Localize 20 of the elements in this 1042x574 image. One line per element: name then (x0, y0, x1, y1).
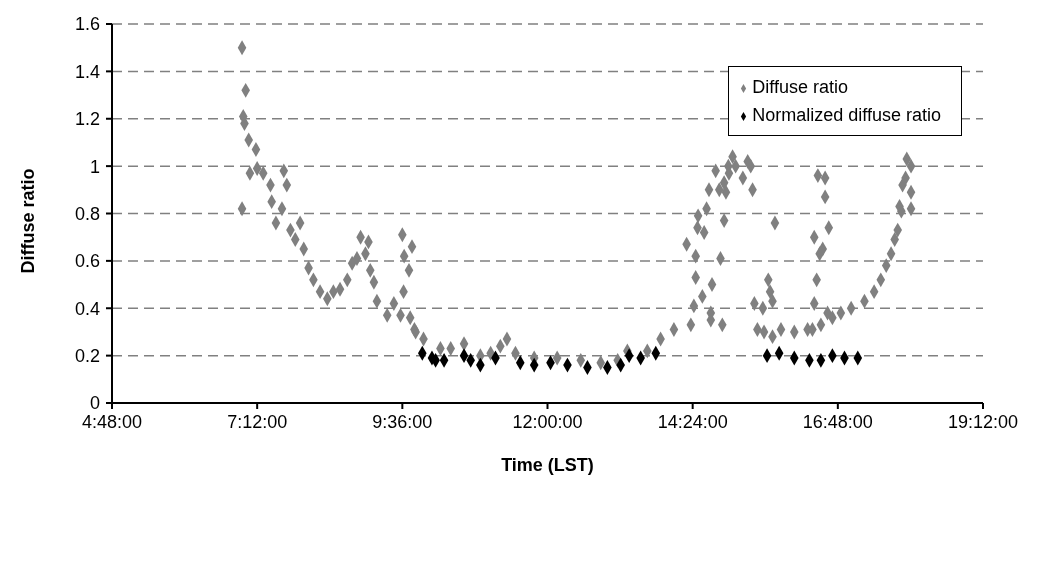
legend-label: Normalized diffuse ratio (752, 105, 941, 125)
y-axis-title: Diffuse ratio (18, 168, 39, 274)
y-tick-label: 1.6 (74, 14, 100, 35)
y-tick-label: 0 (89, 393, 100, 414)
x-tick-label: 12:00:00 (512, 411, 583, 432)
legend-label: Diffuse ratio (752, 77, 848, 97)
y-tick-label: 0.4 (74, 298, 100, 319)
y-tick-label: 1.2 (74, 109, 100, 130)
y-tick-label: 0.6 (74, 251, 100, 272)
x-tick-label: 14:24:00 (657, 411, 728, 432)
y-tick-label: 1.4 (74, 61, 100, 82)
x-axis-title: Time (LST) (501, 455, 594, 475)
y-tick-label: 0.8 (74, 203, 100, 224)
x-tick-label: 19:12:00 (947, 411, 1019, 432)
x-tick-label: 16:48:00 (802, 411, 873, 432)
x-tick-label: 7:12:00 (227, 411, 288, 432)
x-tick-label: 9:36:00 (372, 411, 433, 432)
x-tick-label: 4:48:00 (81, 411, 143, 432)
y-tick-label: 0.2 (74, 346, 100, 367)
y-tick-label: 1 (89, 156, 100, 177)
